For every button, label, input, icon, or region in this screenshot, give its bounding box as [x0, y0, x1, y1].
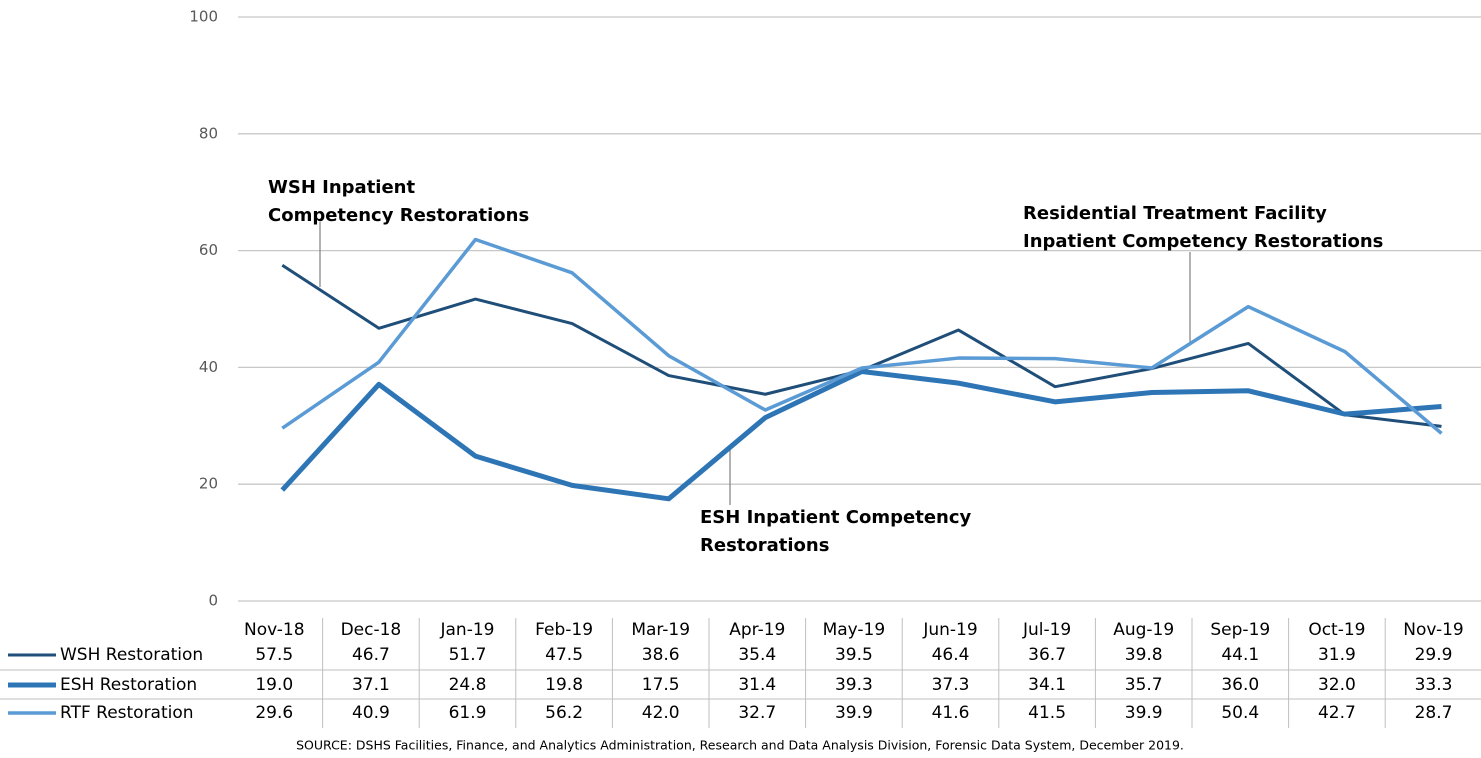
table-value: 35.7 — [1125, 675, 1163, 695]
x-tick-label: Sep-19 — [1210, 620, 1270, 640]
x-tick-label: Jan-19 — [440, 620, 495, 640]
x-tick-label: Nov-19 — [1403, 620, 1464, 640]
table-value: 41.6 — [932, 703, 970, 723]
table-value: 39.9 — [835, 703, 873, 723]
table-value: 37.1 — [352, 675, 390, 695]
y-tick-label: 20 — [199, 475, 218, 493]
table-value: 39.5 — [835, 645, 873, 665]
table-value: 32.7 — [738, 703, 776, 723]
table-value: 24.8 — [449, 675, 487, 695]
table-value: 36.7 — [1028, 645, 1066, 665]
table-value: 35.4 — [738, 645, 776, 665]
table-value: 57.5 — [255, 645, 293, 665]
annotation: WSH Inpatient — [268, 177, 415, 198]
table-value: 46.7 — [352, 645, 390, 665]
y-tick-label: 0 — [208, 592, 218, 610]
table-value: 28.7 — [1415, 703, 1453, 723]
y-tick-label: 60 — [199, 241, 218, 259]
series-line — [281, 237, 1443, 435]
series-line — [281, 263, 1442, 428]
table-value: 39.9 — [1125, 703, 1163, 723]
table-value: 38.6 — [642, 645, 680, 665]
table-value: 17.5 — [642, 675, 680, 695]
table-value: 39.8 — [1125, 645, 1163, 665]
table-value: 42.0 — [642, 703, 680, 723]
table-value: 44.1 — [1221, 645, 1259, 665]
table-value: 50.4 — [1221, 703, 1259, 723]
table-value: 40.9 — [352, 703, 390, 723]
table-value: 39.3 — [835, 675, 873, 695]
x-tick-label: Apr-19 — [729, 620, 785, 640]
x-tick-label: Aug-19 — [1113, 620, 1174, 640]
annotation: Inpatient Competency Restorations — [1023, 231, 1383, 252]
table-value: 37.3 — [932, 675, 970, 695]
legend-label: RTF Restoration — [60, 703, 194, 723]
table-value: 19.8 — [545, 675, 583, 695]
table-value: 46.4 — [932, 645, 970, 665]
series-line — [280, 368, 1442, 502]
table-value: 29.9 — [1415, 645, 1453, 665]
x-tick-label: May-19 — [823, 620, 886, 640]
x-tick-label: Feb-19 — [535, 620, 593, 640]
table-value: 41.5 — [1028, 703, 1066, 723]
table-value: 29.6 — [255, 703, 293, 723]
annotation: ESH Inpatient Competency — [700, 507, 972, 528]
legend-label: WSH Restoration — [60, 645, 203, 665]
y-tick-label: 40 — [199, 358, 218, 376]
table-value: 32.0 — [1318, 675, 1356, 695]
table-value: 36.0 — [1221, 675, 1259, 695]
table-value: 47.5 — [545, 645, 583, 665]
table-value: 61.9 — [449, 703, 487, 723]
source-note: SOURCE: DSHS Facilities, Finance, and An… — [296, 738, 1184, 753]
x-tick-label: Dec-18 — [341, 620, 402, 640]
table-value: 34.1 — [1028, 675, 1066, 695]
annotation: Residential Treatment Facility — [1023, 203, 1327, 224]
x-tick-label: Oct-19 — [1308, 620, 1365, 640]
table-value: 56.2 — [545, 703, 583, 723]
table-value: 51.7 — [449, 645, 487, 665]
annotation: Competency Restorations — [268, 205, 529, 226]
x-tick-label: Jun-19 — [922, 620, 977, 640]
table-value: 19.0 — [255, 675, 293, 695]
table-value: 33.3 — [1415, 675, 1453, 695]
table-value: 31.9 — [1318, 645, 1356, 665]
legend-label: ESH Restoration — [60, 675, 197, 695]
x-tick-label: Nov-18 — [244, 620, 305, 640]
table-value: 42.7 — [1318, 703, 1356, 723]
table-value: 31.4 — [738, 675, 776, 695]
y-tick-label: 80 — [199, 124, 218, 142]
x-tick-label: Mar-19 — [631, 620, 690, 640]
annotation: Restorations — [700, 535, 829, 556]
x-tick-label: Jul-19 — [1022, 620, 1071, 640]
y-tick-label: 100 — [189, 8, 218, 26]
